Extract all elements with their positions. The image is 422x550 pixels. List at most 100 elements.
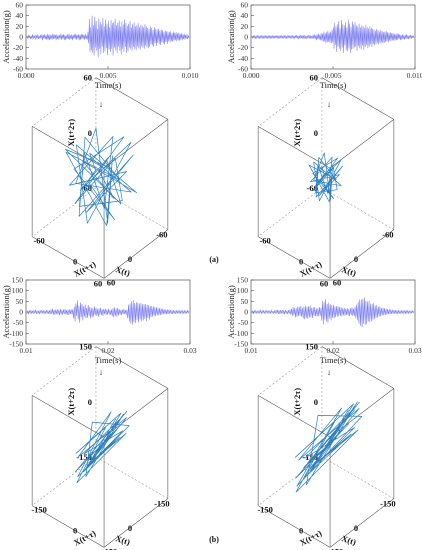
y-tick-label: 60: [107, 277, 116, 287]
y-tick-label: -100: [9, 329, 23, 338]
y-tick-label: -60: [13, 65, 23, 74]
z-tick-label: 0: [88, 128, 92, 138]
trajectory-line: [65, 127, 137, 227]
y-tick-label: 0: [73, 525, 77, 535]
x-tick-label: -60: [382, 230, 393, 240]
box-edge: [31, 187, 97, 237]
x-tick-label: 0.000: [18, 71, 35, 80]
x-tick-label: -60: [156, 230, 167, 240]
box-edge: [321, 346, 395, 389]
x-axis-label: X(t): [114, 533, 131, 547]
y-tick-label: 40: [16, 11, 24, 20]
z-tick-label: 0: [314, 128, 318, 138]
box-edge: [31, 346, 97, 396]
y-tick-label: 150: [105, 546, 118, 550]
box-edge: [329, 498, 395, 548]
y-tick-label: -50: [238, 318, 248, 327]
x-tick-label: 60: [94, 278, 103, 288]
y-tick-label: 20: [241, 22, 249, 31]
box-edge: [103, 229, 169, 279]
y-tick-label: 100: [237, 286, 249, 295]
box-edge: [103, 119, 169, 169]
y-tick-label: -60: [259, 236, 270, 246]
x-tick-label: 0: [128, 523, 132, 533]
z-tick-label: 0: [88, 397, 92, 407]
y-tick-label: -150: [234, 340, 248, 349]
arrow-down-icon: ↓: [327, 99, 331, 109]
box-edge: [257, 77, 323, 127]
y-tick-label: 100: [12, 286, 24, 295]
z-tick-label: 0: [314, 397, 318, 407]
y-tick-label: -20: [238, 43, 248, 52]
z-tick-label: 150: [305, 342, 318, 352]
y-tick-label: -50: [13, 318, 23, 327]
box-edge: [257, 346, 323, 396]
z-axis-label: X(t+2τ): [292, 119, 302, 147]
box-edge: [103, 498, 169, 548]
series-line: [251, 297, 415, 327]
y-tick-label: 0: [299, 256, 303, 266]
box-edge: [31, 456, 97, 506]
y-axis-label: Acceleration(g): [1, 10, 11, 63]
y-tick-label: 60: [333, 277, 342, 287]
series-line: [26, 300, 190, 325]
z-tick-label: -150: [76, 452, 92, 462]
series-line: [26, 15, 190, 58]
box-edge: [257, 456, 323, 506]
box-edge: [321, 456, 395, 499]
x-axis-label: X(t): [340, 533, 357, 547]
y-tick-label: -150: [31, 505, 47, 515]
y-tick-label: 150: [237, 276, 249, 285]
y-axis-label: Acceleration(g): [226, 285, 236, 338]
y-tick-label: -150: [9, 340, 23, 349]
box-edge: [257, 395, 331, 438]
x-tick-label: 0.03: [408, 346, 421, 355]
x-tick-label: 0.005: [100, 71, 117, 80]
arrow-down-icon: ↓: [327, 367, 331, 377]
x-tick-label: 0.005: [325, 71, 342, 80]
y-tick-label: 60: [241, 1, 249, 10]
box-edge: [103, 388, 169, 438]
box-edge: [95, 77, 169, 120]
y-tick-label: 0: [244, 308, 248, 317]
box-edge: [31, 77, 97, 127]
x-tick-label: 0.02: [101, 346, 114, 355]
box-edge: [329, 229, 395, 279]
x-axis-label: X(t): [340, 264, 357, 278]
trajectory-line: [294, 401, 363, 493]
z-tick-label: -150: [302, 452, 318, 462]
box-edge: [329, 388, 395, 438]
y-tick-label: -60: [33, 236, 44, 246]
box-edge: [257, 236, 331, 279]
x-tick-label: 0.01: [19, 346, 32, 355]
box-edge: [95, 187, 169, 230]
x-tick-label: 150: [318, 547, 331, 550]
y-tick-label: 0: [19, 308, 23, 317]
z-tick-label: 150: [79, 342, 92, 352]
y-tick-label: -20: [13, 43, 23, 52]
a-left-time-chart: 6040200-20-40-600.0000.0050.010Time(s)Ac…: [1, 1, 199, 91]
x-axis-label: Time(s): [320, 355, 347, 365]
x-tick-label: 0.010: [407, 71, 422, 80]
panel-label-b: (b): [209, 535, 219, 544]
box-edge: [31, 395, 105, 438]
y-tick-label: 50: [241, 297, 249, 306]
box-edge: [321, 187, 395, 230]
y-tick-label: 50: [16, 297, 24, 306]
box-edge: [95, 456, 169, 499]
z-tick-label: -60: [307, 183, 318, 193]
y-tick-label: -150: [257, 505, 273, 515]
x-tick-label: 0: [128, 254, 132, 264]
arrow-down-icon: ↓: [99, 99, 103, 109]
arrow-down-icon: ↓: [99, 367, 103, 377]
box-edge: [31, 505, 105, 548]
x-tick-label: -150: [380, 499, 396, 509]
box-edge: [321, 77, 395, 120]
series-line: [251, 19, 415, 54]
y-tick-label: 150: [331, 546, 344, 550]
y-tick-label: -40: [238, 54, 248, 63]
y-tick-label: -100: [234, 329, 248, 338]
z-axis-label: X(t+2τ): [66, 119, 76, 147]
